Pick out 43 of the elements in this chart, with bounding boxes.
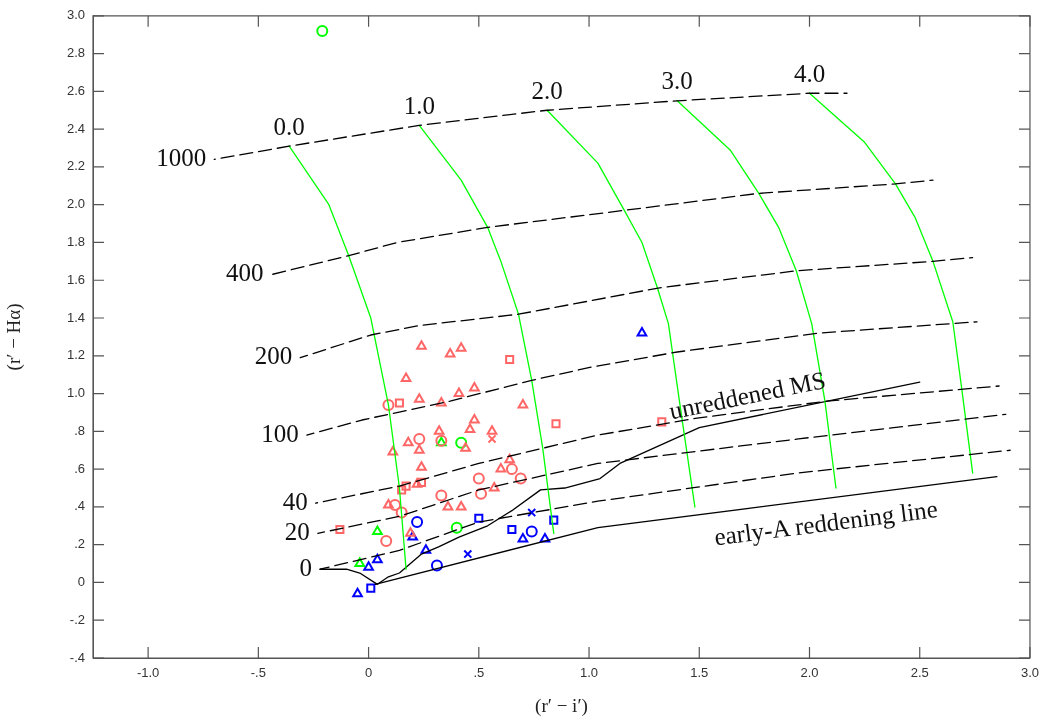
series-label: 40 [282, 487, 308, 515]
y-tick-label: .2 [74, 536, 85, 552]
x-tick-label: .5 [473, 665, 485, 681]
x-tick-label: 1.5 [690, 665, 709, 681]
x-tick-label: 2.5 [910, 665, 929, 681]
y-tick-label: 2.6 [66, 82, 85, 98]
y-tick-label: .4 [74, 498, 85, 514]
y-tick-label: -.2 [69, 611, 85, 627]
series-label: 1000 [156, 143, 207, 171]
series-label: 20 [284, 517, 310, 545]
x-axis-title: (r′ − i′) [535, 694, 588, 717]
y-tick-label: 1.6 [66, 271, 85, 287]
x-tick-label: -.5 [250, 665, 266, 681]
series-label: 1.0 [403, 91, 435, 119]
series-label: 3.0 [661, 67, 693, 95]
y-tick-label: .8 [74, 422, 85, 438]
x-tick-label: 0 [364, 665, 373, 681]
y-tick-label: 2.4 [66, 120, 85, 136]
series-label: 2.0 [531, 76, 563, 104]
series-label: 200 [254, 342, 293, 370]
text: unreddened MS [666, 366, 828, 425]
y-tick-label: 2.0 [66, 196, 85, 212]
y-tick-label: 0 [77, 574, 85, 590]
y-tick-label: 1.4 [66, 309, 85, 325]
y-tick-label: 3.0 [66, 7, 85, 23]
y-tick-label: 1.8 [66, 234, 85, 250]
x-tick-label: 2.0 [800, 665, 819, 681]
y-tick-label: -.4 [69, 649, 85, 665]
series-label: 0.0 [273, 112, 305, 140]
series-label: 100 [261, 419, 299, 447]
series-label: 0 [299, 553, 313, 581]
x-tick-label: 1.0 [580, 665, 599, 681]
x-tick-label: 3.0 [1020, 665, 1039, 681]
x-tick-label: -1.0 [136, 665, 160, 681]
y-tick-label: .6 [74, 460, 85, 476]
text: early-A reddening line [712, 495, 940, 551]
y-tick-label: 2.2 [66, 158, 85, 174]
y-tick-label: 2.8 [66, 45, 85, 61]
y-axis-title: (r′ − Hα) [3, 303, 26, 371]
y-tick-label: 1.0 [66, 385, 85, 401]
series-label: 4.0 [793, 59, 826, 87]
y-tick-label: 1.2 [66, 347, 85, 363]
series-label: 400 [226, 259, 264, 287]
